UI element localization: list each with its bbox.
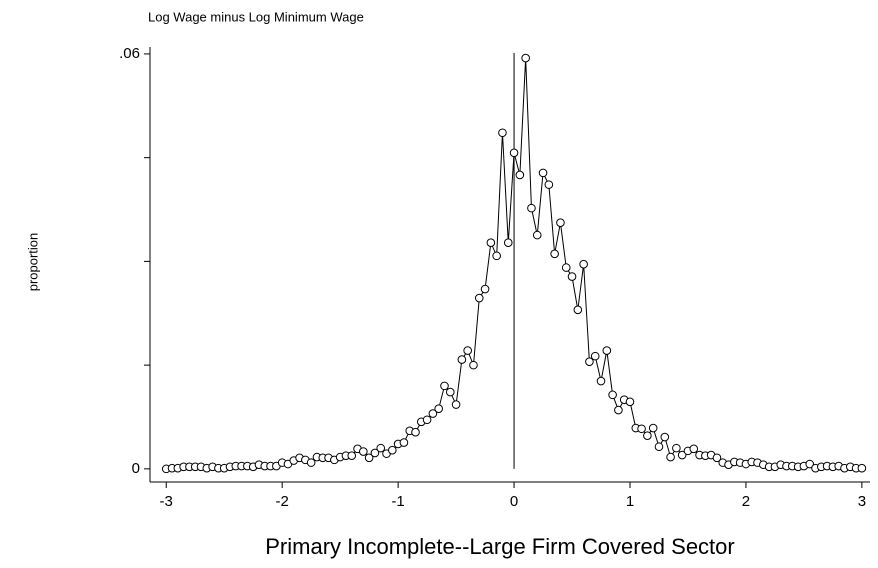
data-point (428, 409, 438, 418)
data-point (805, 459, 815, 469)
data-point (376, 443, 386, 453)
data-point (445, 387, 455, 397)
data-point (515, 170, 525, 180)
data-point (602, 346, 612, 355)
data-point (677, 450, 687, 460)
y-tick-label: 0 (132, 460, 140, 477)
data-point (370, 448, 380, 458)
data-point (434, 404, 443, 413)
data-point (411, 427, 420, 437)
data-point (521, 53, 530, 63)
data-point (625, 397, 635, 407)
data-point (457, 355, 467, 364)
data-point (573, 305, 583, 315)
data-point (567, 272, 577, 281)
data-point (498, 128, 507, 138)
data-point (556, 218, 565, 227)
data-point (388, 445, 397, 455)
data-point (399, 438, 409, 447)
y-tick-label: .06 (119, 45, 140, 62)
data-point (422, 415, 432, 425)
data-point (532, 230, 542, 240)
chart-title: Log Wage minus Log Minimum Wage (148, 9, 364, 24)
data-point (451, 400, 461, 409)
data-point (637, 424, 646, 434)
data-point (550, 249, 559, 259)
data-point (579, 259, 588, 269)
data-point (561, 263, 571, 272)
data-point (492, 251, 501, 261)
data-point (689, 444, 699, 454)
data-point (660, 432, 670, 442)
data-point (527, 203, 536, 213)
data-point (614, 405, 623, 415)
data-point (712, 453, 722, 463)
data-point (590, 351, 600, 361)
data-point (666, 452, 675, 462)
data-point (596, 376, 606, 386)
data-point (538, 168, 548, 178)
data-point (440, 381, 449, 391)
y-axis-title: proportion (25, 233, 40, 292)
data-point (364, 453, 374, 463)
data-point (672, 443, 681, 453)
data-point (509, 148, 519, 158)
x-tick-label: -1 (391, 493, 404, 510)
data-point (585, 357, 594, 366)
data-point (463, 346, 472, 355)
data-point (306, 458, 316, 467)
data-point (347, 451, 357, 461)
data-point (359, 447, 368, 456)
x-axis-title: Primary Incomplete--Large Firm Covered S… (265, 534, 734, 559)
data-point (480, 284, 490, 294)
data-point (654, 442, 664, 452)
x-tick-label: -2 (276, 493, 289, 510)
data-point (643, 431, 652, 440)
x-tick-label: -3 (160, 493, 173, 510)
x-tick-label: 0 (510, 493, 518, 510)
data-point (857, 463, 867, 473)
x-tick-label: 3 (858, 493, 866, 510)
data-point (474, 293, 484, 303)
x-tick-label: 2 (742, 493, 750, 510)
x-tick-label: 1 (626, 493, 634, 510)
data-point (486, 238, 496, 248)
data-point (544, 180, 554, 189)
data-point (469, 360, 478, 370)
data-point (608, 390, 617, 400)
data-point (503, 238, 513, 248)
data-point (648, 423, 658, 433)
